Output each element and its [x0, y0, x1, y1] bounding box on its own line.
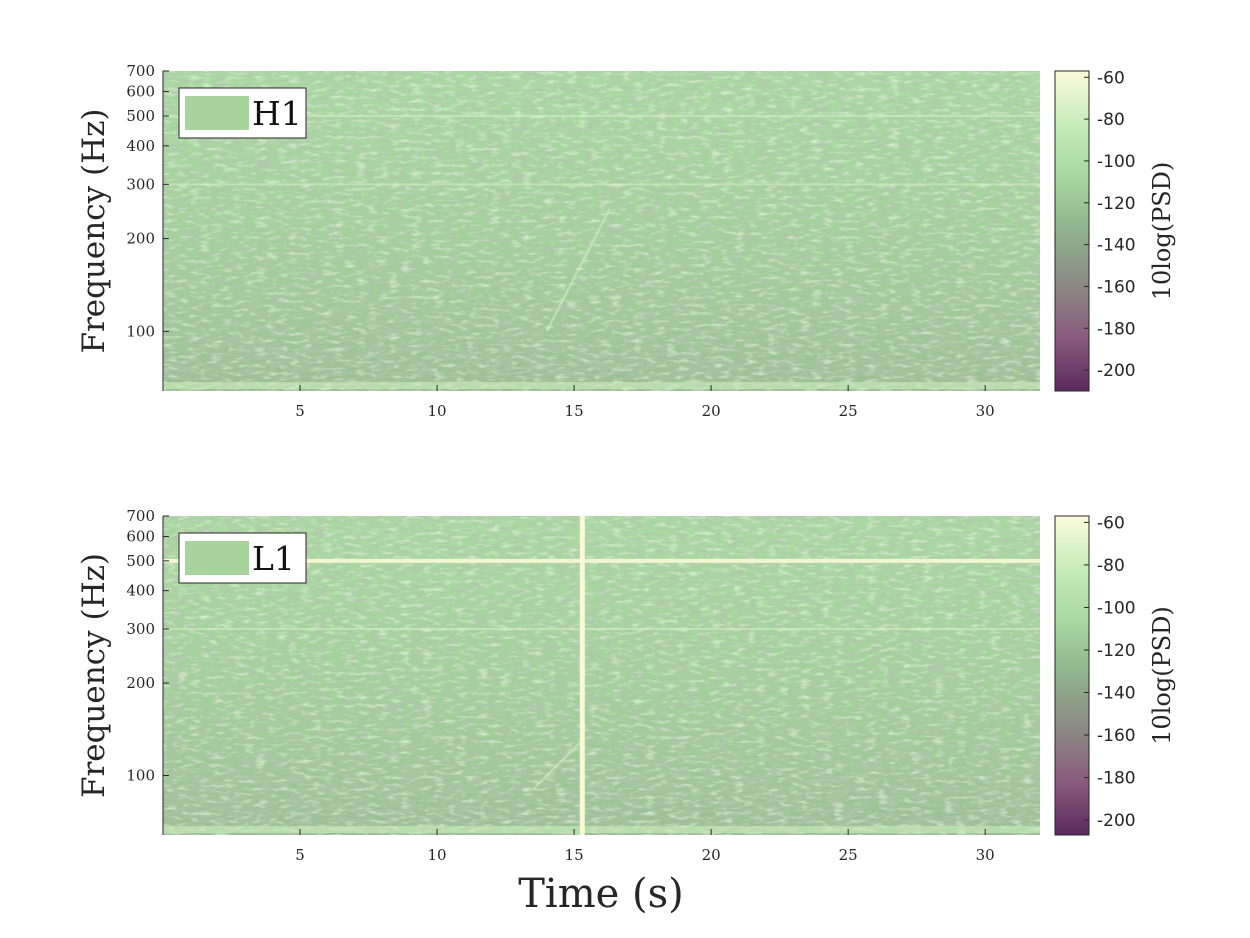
x-tick-label: 15 — [565, 846, 584, 864]
y-tick-label: 400 — [126, 137, 155, 155]
y-axis-label: Frequency (Hz) — [76, 553, 112, 798]
colorbar-tick-label: -120 — [1097, 641, 1136, 661]
x-tick-label: 30 — [976, 402, 995, 420]
y-tick-label: 700 — [126, 62, 155, 80]
colorbar-label: 10log(PSD) — [1148, 606, 1176, 745]
legend: L1 — [178, 532, 307, 584]
panel-h1: 100 200 300 400 500 600 700 5 10 15 20 25 30 Frequenc… — [76, 62, 1176, 420]
chirp-track — [532, 739, 584, 791]
y-tick-label: 200 — [126, 674, 155, 692]
y-tick-label: 400 — [126, 582, 155, 600]
colorbar-tick-label: -140 — [1097, 236, 1136, 256]
colorbar-tick-label: -180 — [1097, 769, 1136, 789]
chirp-track — [545, 208, 611, 332]
colorbar: -60 -80 -100 -120 -140 -160 -180 -200 10log(PSD) — [1054, 513, 1176, 836]
legend-swatch — [185, 96, 249, 130]
colorbar-gradient — [1054, 515, 1090, 836]
y-tick-label: 200 — [126, 230, 155, 248]
y-tick-label: 600 — [126, 528, 155, 546]
y-axis-label: Frequency (Hz) — [76, 108, 112, 353]
colorbar-tick-label: -120 — [1097, 194, 1136, 214]
colorbar-tick-label: -200 — [1097, 361, 1136, 381]
colorbar-tick-label: -100 — [1097, 152, 1136, 172]
colorbar-gradient — [1054, 70, 1090, 392]
x-tick-label: 15 — [565, 402, 584, 420]
edge-band — [163, 826, 1040, 833]
colorbar-tick-label: -80 — [1097, 110, 1125, 130]
x-tick-label: 5 — [295, 846, 305, 864]
colorbar: -60 -80 -100 -120 -140 -160 -180 -200 10log(PSD) — [1054, 68, 1176, 392]
legend: H1 — [178, 87, 307, 139]
colorbar-tick-label: -60 — [1097, 513, 1125, 533]
colorbar-label: 10log(PSD) — [1148, 162, 1176, 301]
x-tick-label: 25 — [839, 846, 858, 864]
x-tick-label: 10 — [428, 846, 447, 864]
y-tick-label: 100 — [126, 766, 155, 784]
colorbar-tick-label: -80 — [1097, 556, 1125, 576]
glitch-line — [579, 516, 585, 835]
y-tick-label: 300 — [126, 620, 155, 638]
legend-swatch — [185, 541, 249, 575]
legend-label: L1 — [252, 539, 295, 578]
y-tick-label: 100 — [126, 322, 155, 340]
colorbar-tick-label: -200 — [1097, 811, 1136, 831]
x-tick-label: 10 — [428, 402, 447, 420]
x-tick-label: 20 — [702, 402, 721, 420]
x-tick-label: 5 — [295, 402, 305, 420]
x-axis-label: Time (s) — [518, 871, 684, 917]
colorbar-tick-label: -140 — [1097, 684, 1136, 704]
colorbar-tick-label: -160 — [1097, 726, 1136, 746]
noise-texture-light — [163, 516, 1040, 835]
colorbar-tick-label: -100 — [1097, 598, 1136, 618]
y-tick-label: 500 — [126, 552, 155, 570]
y-tick-label: 700 — [126, 507, 155, 525]
legend-label: H1 — [252, 94, 302, 133]
panel-l1: 100 200 300 400 500 600 700 5 10 15 20 25 30 Frequenc… — [76, 507, 1176, 864]
colorbar-tick-label: -60 — [1097, 68, 1125, 88]
edge-band — [163, 382, 1040, 389]
x-tick-label: 20 — [702, 846, 721, 864]
x-tick-label: 25 — [839, 402, 858, 420]
y-tick-label: 600 — [126, 83, 155, 101]
y-tick-label: 300 — [126, 175, 155, 193]
colorbar-tick-label: -160 — [1097, 277, 1136, 297]
noise-texture-light — [163, 71, 1040, 391]
y-tick-label: 500 — [126, 107, 155, 125]
colorbar-tick-label: -180 — [1097, 319, 1136, 339]
x-tick-label: 30 — [976, 846, 995, 864]
